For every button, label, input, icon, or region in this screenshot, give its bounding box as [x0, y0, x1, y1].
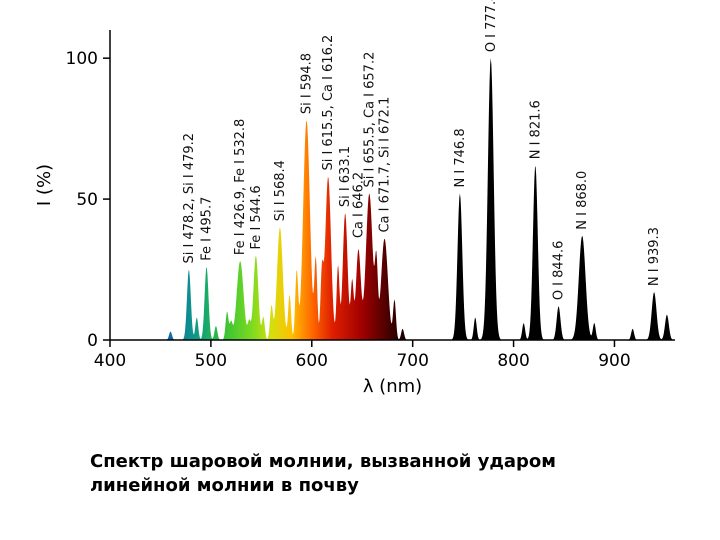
- svg-text:O I 777.4: O I 777.4: [484, 0, 499, 52]
- svg-text:Si I 568.4: Si I 568.4: [273, 160, 288, 221]
- svg-text:λ (nm): λ (nm): [363, 376, 422, 397]
- svg-text:Ca I 671.7, Si I 672.1: Ca I 671.7, Si I 672.1: [378, 97, 393, 233]
- svg-text:Fe I 495.7: Fe I 495.7: [200, 197, 215, 261]
- svg-text:700: 700: [396, 351, 428, 371]
- svg-text:Si I 478.2, Si I 479.2: Si I 478.2, Si I 479.2: [182, 133, 197, 264]
- caption: Спектр шаровой молнии, вызванной ударом …: [90, 450, 650, 499]
- svg-text:Si I 594.8: Si I 594.8: [300, 53, 315, 114]
- svg-text:0: 0: [87, 331, 98, 351]
- svg-text:Si I 655.5, Ca I 657.2: Si I 655.5, Ca I 657.2: [362, 52, 377, 188]
- svg-text:Si I 615.5, Ca I 616.2: Si I 615.5, Ca I 616.2: [321, 35, 336, 171]
- svg-text:I (%): I (%): [34, 164, 55, 206]
- spectrum-figure: 400 500 600 700 800 900 0 50 100 λ (nm) I (%) Si I …: [0, 0, 720, 540]
- svg-text:800: 800: [497, 351, 529, 371]
- svg-text:600: 600: [296, 351, 328, 371]
- svg-text:O I 844.6: O I 844.6: [552, 241, 567, 301]
- svg-text:N I 821.6: N I 821.6: [528, 100, 543, 159]
- svg-text:50: 50: [76, 190, 98, 210]
- svg-text:Fe I 544.6: Fe I 544.6: [249, 185, 264, 249]
- svg-text:400: 400: [94, 351, 126, 371]
- svg-text:900: 900: [598, 351, 630, 371]
- spectrum-plot: 400 500 600 700 800 900 0 50 100 λ (nm) I (%) Si I …: [0, 0, 720, 440]
- svg-text:N I 868.0: N I 868.0: [575, 171, 590, 230]
- svg-text:N I 746.8: N I 746.8: [453, 128, 468, 187]
- svg-text:Fe I 426.9, Fe I 532.8: Fe I 426.9, Fe I 532.8: [233, 119, 248, 255]
- svg-text:500: 500: [195, 351, 227, 371]
- svg-text:N I 939.3: N I 939.3: [647, 227, 662, 286]
- svg-text:100: 100: [66, 49, 98, 69]
